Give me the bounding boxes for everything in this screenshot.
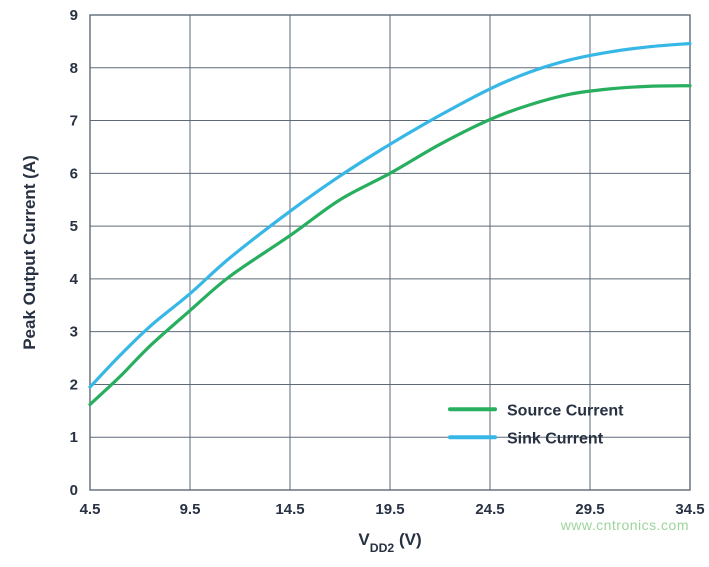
x-tick-label: 19.5 bbox=[375, 501, 404, 518]
x-tick-label: 14.5 bbox=[275, 501, 304, 518]
y-tick-label: 3 bbox=[70, 324, 78, 341]
y-tick-label: 1 bbox=[70, 429, 78, 446]
y-tick-label: 5 bbox=[70, 218, 78, 235]
y-tick-label: 7 bbox=[70, 113, 78, 130]
x-axis-label: VDD2 (V) bbox=[358, 530, 421, 555]
y-tick-label: 6 bbox=[70, 165, 78, 182]
x-tick-label: 34.5 bbox=[675, 501, 704, 518]
y-tick-label: 4 bbox=[70, 271, 79, 288]
y-tick-label: 2 bbox=[70, 376, 78, 393]
line-chart: 4.5 9.5 14.5 19.5 24.5 29.5 34.5 0 1 2 3 4 5 6 7 8 9 Peak… bbox=[0, 0, 709, 567]
x-tick-label: 9.5 bbox=[180, 501, 201, 518]
y-tick-label: 0 bbox=[70, 482, 78, 499]
x-tick-label: 4.5 bbox=[80, 501, 101, 518]
x-tick-label: 29.5 bbox=[575, 501, 604, 518]
y-axis-label: Peak Output Current (A) bbox=[20, 155, 39, 350]
legend-label: Sink Current bbox=[507, 430, 604, 447]
y-tick-label: 8 bbox=[70, 60, 78, 77]
chart-svg: 4.5 9.5 14.5 19.5 24.5 29.5 34.5 0 1 2 3 4 5 6 7 8 9 Peak… bbox=[0, 0, 709, 567]
x-tick-label: 24.5 bbox=[475, 501, 504, 518]
legend-label: Source Current bbox=[507, 402, 624, 419]
y-tick-label: 9 bbox=[70, 7, 78, 24]
